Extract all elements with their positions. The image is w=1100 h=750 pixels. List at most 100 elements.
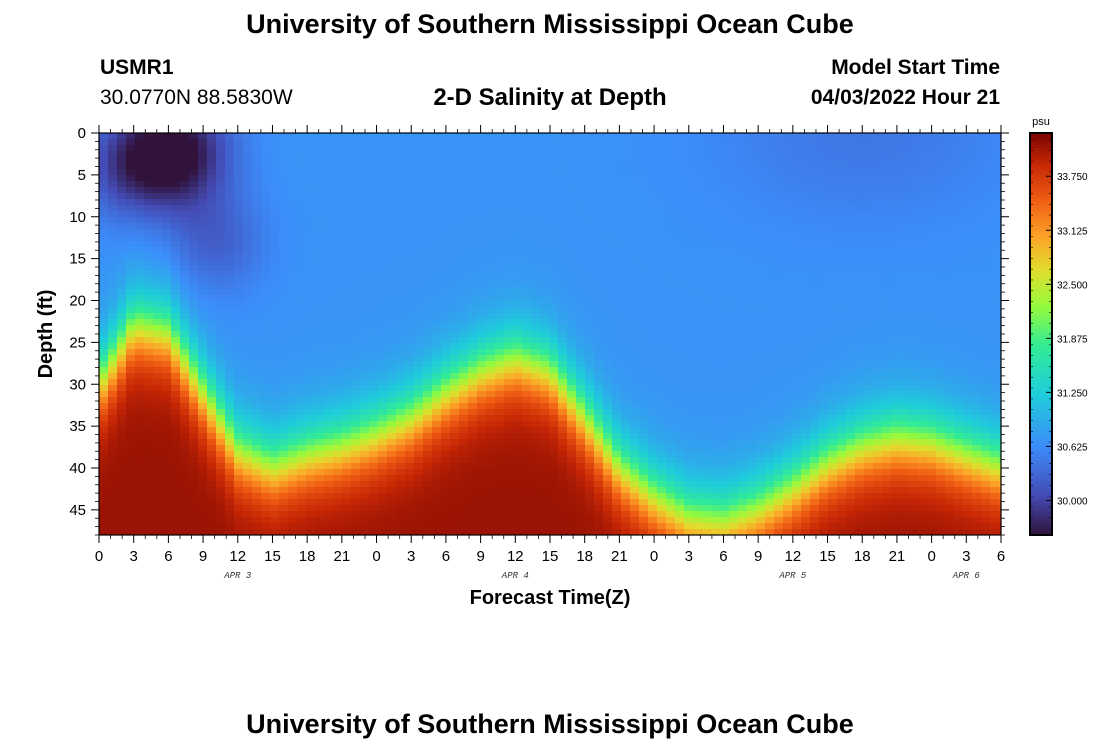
heatmap-cell bbox=[423, 523, 433, 530]
heatmap-cell bbox=[153, 235, 163, 242]
heatmap-cell bbox=[504, 277, 514, 284]
heatmap-cell bbox=[747, 499, 757, 506]
heatmap-cell bbox=[513, 409, 523, 416]
heatmap-cell bbox=[144, 361, 154, 368]
heatmap-cell bbox=[405, 433, 415, 440]
heatmap-cell bbox=[738, 319, 748, 326]
heatmap-cell bbox=[468, 247, 478, 254]
heatmap-cell bbox=[153, 445, 163, 452]
heatmap-cell bbox=[639, 523, 649, 530]
heatmap-cell bbox=[486, 361, 496, 368]
heatmap-cell bbox=[108, 517, 118, 524]
heatmap-cell bbox=[216, 409, 226, 416]
heatmap-cell bbox=[549, 247, 559, 254]
heatmap-cell bbox=[171, 499, 181, 506]
heatmap-cell bbox=[504, 361, 514, 368]
heatmap-cell bbox=[225, 457, 235, 464]
heatmap-cell bbox=[198, 211, 208, 218]
heatmap-cell bbox=[288, 319, 298, 326]
heatmap-cell bbox=[495, 433, 505, 440]
heatmap-cell bbox=[423, 157, 433, 164]
heatmap-cell bbox=[216, 199, 226, 206]
heatmap-cell bbox=[468, 199, 478, 206]
heatmap-cell bbox=[603, 193, 613, 200]
heatmap-cell bbox=[531, 145, 541, 152]
heatmap-cell bbox=[576, 265, 586, 272]
heatmap-cell bbox=[243, 193, 253, 200]
heatmap-cell bbox=[441, 385, 451, 392]
heatmap-cell bbox=[225, 517, 235, 524]
heatmap-cell bbox=[729, 367, 739, 374]
heatmap-cell bbox=[522, 391, 532, 398]
heatmap-cell bbox=[756, 439, 766, 446]
heatmap-cell bbox=[144, 325, 154, 332]
heatmap-cell bbox=[198, 529, 208, 535]
heatmap-cell bbox=[135, 361, 145, 368]
heatmap-cell bbox=[558, 349, 568, 356]
heatmap-cell bbox=[216, 475, 226, 482]
heatmap-cell bbox=[522, 499, 532, 506]
heatmap-cell bbox=[549, 301, 559, 308]
heatmap-cell bbox=[486, 295, 496, 302]
heatmap-cell bbox=[468, 511, 478, 518]
heatmap-cell bbox=[342, 145, 352, 152]
heatmap-cell bbox=[684, 277, 694, 284]
heatmap-cell bbox=[108, 505, 118, 512]
heatmap-cell bbox=[333, 457, 343, 464]
heatmap-cell bbox=[747, 433, 757, 440]
heatmap-cell bbox=[270, 337, 280, 344]
heatmap-cell bbox=[162, 253, 172, 260]
heatmap-cell bbox=[297, 529, 307, 535]
heatmap-cell bbox=[729, 295, 739, 302]
heatmap-cell bbox=[135, 421, 145, 428]
heatmap-cell bbox=[540, 163, 550, 170]
heatmap-cell bbox=[702, 421, 712, 428]
heatmap-cell bbox=[630, 367, 640, 374]
heatmap-cell bbox=[414, 385, 424, 392]
heatmap-cell bbox=[747, 445, 757, 452]
heatmap-cell bbox=[522, 529, 532, 535]
heatmap-cell bbox=[333, 193, 343, 200]
heatmap-cell bbox=[243, 427, 253, 434]
heatmap-cell bbox=[180, 517, 190, 524]
heatmap-cell bbox=[549, 325, 559, 332]
heatmap-cell bbox=[198, 349, 208, 356]
heatmap-cell bbox=[747, 517, 757, 524]
heatmap-cell bbox=[324, 403, 334, 410]
heatmap-cell bbox=[702, 151, 712, 158]
heatmap-cell bbox=[576, 253, 586, 260]
heatmap-cell bbox=[594, 511, 604, 518]
heatmap-cell bbox=[612, 397, 622, 404]
heatmap-cell bbox=[126, 133, 136, 140]
heatmap-cell bbox=[351, 355, 361, 362]
heatmap-cell bbox=[630, 313, 640, 320]
heatmap-cell bbox=[765, 181, 775, 188]
heatmap-cell bbox=[171, 289, 181, 296]
heatmap-cell bbox=[315, 259, 325, 266]
heatmap-cell bbox=[369, 421, 379, 428]
heatmap-cell bbox=[306, 265, 316, 272]
heatmap-cell bbox=[684, 175, 694, 182]
heatmap-cell bbox=[234, 175, 244, 182]
heatmap-cell bbox=[612, 157, 622, 164]
heatmap-cell bbox=[144, 217, 154, 224]
heatmap-cell bbox=[513, 475, 523, 482]
heatmap-cell bbox=[459, 145, 469, 152]
heatmap-cell bbox=[585, 493, 595, 500]
heatmap-cell bbox=[477, 343, 487, 350]
heatmap-cell bbox=[405, 151, 415, 158]
heatmap-cell bbox=[450, 277, 460, 284]
heatmap-cell bbox=[747, 397, 757, 404]
heatmap-cell bbox=[567, 217, 577, 224]
heatmap-cell bbox=[297, 331, 307, 338]
heatmap-cell bbox=[252, 253, 262, 260]
heatmap-cell bbox=[441, 235, 451, 242]
heatmap-cell bbox=[495, 379, 505, 386]
heatmap-cell bbox=[117, 301, 127, 308]
heatmap-cell bbox=[711, 265, 721, 272]
heatmap-cell bbox=[549, 271, 559, 278]
heatmap-cell bbox=[360, 133, 370, 140]
heatmap-cell bbox=[567, 397, 577, 404]
heatmap-cell bbox=[180, 217, 190, 224]
heatmap-cell bbox=[126, 319, 136, 326]
